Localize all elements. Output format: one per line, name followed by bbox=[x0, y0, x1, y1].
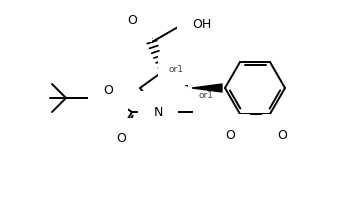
Text: OH: OH bbox=[192, 18, 211, 31]
Text: O: O bbox=[103, 84, 113, 98]
Text: O: O bbox=[116, 133, 126, 145]
Text: or1: or1 bbox=[168, 65, 184, 75]
Text: N: N bbox=[153, 105, 163, 119]
Text: O: O bbox=[277, 129, 287, 142]
Text: O: O bbox=[127, 14, 137, 26]
Text: or1: or1 bbox=[198, 92, 213, 101]
Text: O: O bbox=[225, 129, 235, 142]
Polygon shape bbox=[192, 84, 222, 92]
